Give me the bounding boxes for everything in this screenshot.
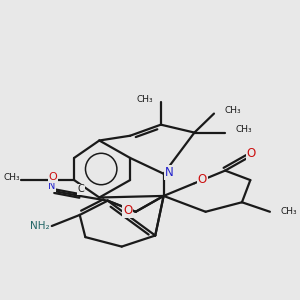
Text: N: N xyxy=(48,181,56,191)
Text: CH₃: CH₃ xyxy=(136,95,153,104)
Text: CH₃: CH₃ xyxy=(280,207,297,216)
Text: C: C xyxy=(78,184,84,194)
Text: O: O xyxy=(247,148,256,160)
Text: CH₃: CH₃ xyxy=(236,125,252,134)
Text: N: N xyxy=(164,166,173,179)
Text: O: O xyxy=(198,173,207,186)
Text: NH₂: NH₂ xyxy=(29,221,49,231)
Text: CH₃: CH₃ xyxy=(224,106,241,116)
Text: CH₃: CH₃ xyxy=(3,173,20,182)
Text: O: O xyxy=(48,172,57,182)
Text: O: O xyxy=(123,204,132,217)
